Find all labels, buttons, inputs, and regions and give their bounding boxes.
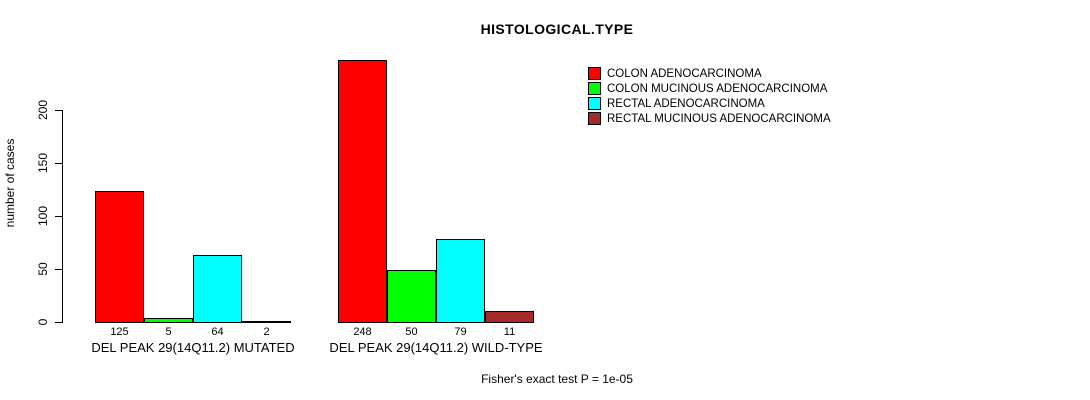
legend-item-label: RECTAL ADENOCARCINOMA bbox=[607, 97, 765, 110]
y-tick-label: 200 bbox=[36, 99, 50, 121]
bar bbox=[144, 317, 193, 323]
bar-value-label: 50 bbox=[405, 326, 418, 338]
y-tick-label: 100 bbox=[36, 205, 50, 227]
bar bbox=[338, 60, 387, 323]
legend-swatch-icon bbox=[588, 97, 601, 110]
y-tick-mark bbox=[55, 216, 62, 217]
bar-value-label: 248 bbox=[353, 326, 372, 338]
legend-swatch-icon bbox=[588, 112, 601, 125]
bar-value-label: 125 bbox=[110, 326, 129, 338]
bar-value-label: 5 bbox=[165, 326, 172, 338]
legend-item: COLON ADENOCARCINOMA bbox=[588, 66, 831, 81]
legend-item-label: RECTAL MUCINOUS ADENOCARCINOMA bbox=[607, 112, 831, 125]
legend-item-label: COLON MUCINOUS ADENOCARCINOMA bbox=[607, 82, 828, 95]
y-tick-mark bbox=[55, 322, 62, 323]
y-tick-mark bbox=[55, 163, 62, 164]
stat-test-note: Fisher's exact test P = 1e-05 bbox=[481, 372, 633, 386]
legend-swatch-icon bbox=[588, 67, 601, 80]
y-tick-label: 0 bbox=[36, 318, 50, 326]
y-tick-label: 50 bbox=[36, 262, 50, 276]
chart-title: HISTOLOGICAL.TYPE bbox=[480, 21, 634, 37]
y-tick-label: 150 bbox=[36, 152, 50, 174]
bar bbox=[95, 190, 144, 323]
legend-item: RECTAL ADENOCARCINOMA bbox=[588, 96, 831, 111]
bar bbox=[436, 239, 485, 323]
bar-value-label: 11 bbox=[503, 326, 516, 338]
legend-item: RECTAL MUCINOUS ADENOCARCINOMA bbox=[588, 111, 831, 126]
bar-value-label: 64 bbox=[211, 326, 224, 338]
bar-value-label: 79 bbox=[454, 326, 467, 338]
legend-swatch-icon bbox=[588, 82, 601, 95]
bar bbox=[485, 311, 534, 323]
y-axis-label: number of cases bbox=[3, 138, 17, 228]
bar bbox=[193, 255, 242, 323]
y-tick-mark bbox=[55, 110, 62, 111]
y-axis-line bbox=[62, 110, 63, 323]
legend-item: COLON MUCINOUS ADENOCARCINOMA bbox=[588, 81, 831, 96]
bar bbox=[242, 320, 291, 323]
legend: COLON ADENOCARCINOMA COLON MUCINOUS ADENO… bbox=[588, 66, 831, 126]
group-label: DEL PEAK 29(14Q11.2) MUTATED bbox=[91, 340, 295, 355]
bar bbox=[387, 270, 436, 323]
bar-value-label: 2 bbox=[263, 326, 270, 338]
legend-item-label: COLON ADENOCARCINOMA bbox=[607, 67, 762, 80]
group-label: DEL PEAK 29(14Q11.2) WILD-TYPE bbox=[329, 340, 543, 355]
y-tick-mark bbox=[55, 269, 62, 270]
